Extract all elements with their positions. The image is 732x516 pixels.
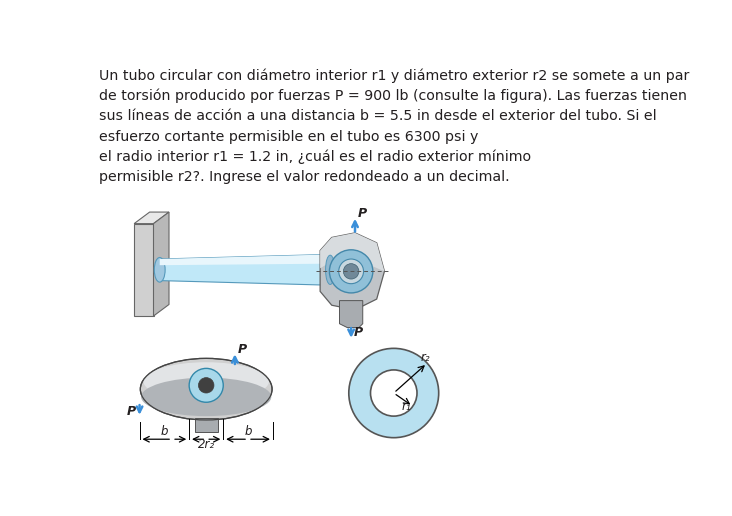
Polygon shape <box>160 254 330 285</box>
Text: b: b <box>244 425 252 439</box>
Text: r₂: r₂ <box>420 351 430 364</box>
Circle shape <box>329 250 373 293</box>
Text: 2r₂: 2r₂ <box>198 439 214 452</box>
Text: Un tubo circular con diámetro interior r1 y diámetro exterior r2 se somete a un : Un tubo circular con diámetro interior r… <box>100 68 690 184</box>
Text: P: P <box>358 207 367 220</box>
Circle shape <box>189 368 223 402</box>
Polygon shape <box>134 212 169 223</box>
Ellipse shape <box>143 362 269 401</box>
Polygon shape <box>195 418 218 432</box>
Ellipse shape <box>326 255 335 284</box>
Polygon shape <box>154 212 169 316</box>
Circle shape <box>339 259 364 284</box>
Circle shape <box>198 378 214 393</box>
Polygon shape <box>160 254 330 265</box>
Circle shape <box>370 370 417 416</box>
Text: r₁: r₁ <box>401 400 411 413</box>
Ellipse shape <box>141 359 272 420</box>
Text: b: b <box>160 425 168 439</box>
Circle shape <box>349 348 438 438</box>
Ellipse shape <box>154 257 165 282</box>
Ellipse shape <box>141 378 272 416</box>
Circle shape <box>343 264 359 279</box>
Polygon shape <box>320 233 384 310</box>
Text: P: P <box>238 343 247 356</box>
Polygon shape <box>340 301 363 328</box>
Text: P: P <box>127 405 135 417</box>
Polygon shape <box>320 233 384 271</box>
Text: P: P <box>354 326 363 339</box>
Polygon shape <box>134 223 154 316</box>
